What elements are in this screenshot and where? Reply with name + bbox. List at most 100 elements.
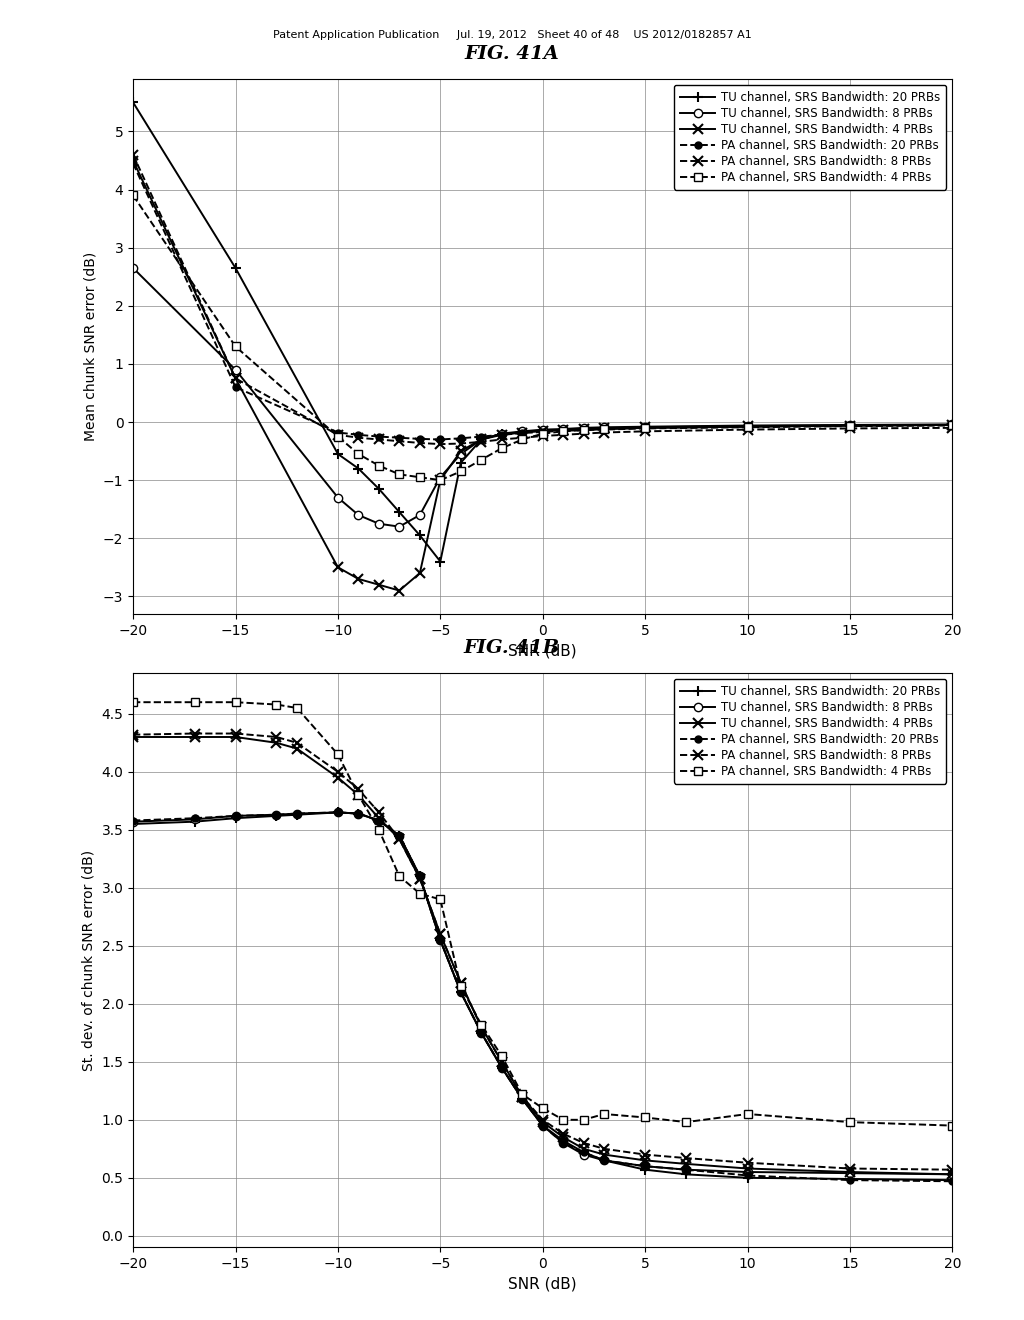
TU channel, SRS Bandwidth: 8 PRBs: (1, -0.12): 8 PRBs: (1, -0.12) — [557, 421, 569, 437]
TU channel, SRS Bandwidth: 20 PRBs: (-20, 5.5): 20 PRBs: (-20, 5.5) — [127, 95, 139, 111]
PA channel, SRS Bandwidth: 20 PRBs: (2, -0.14): 20 PRBs: (2, -0.14) — [578, 422, 590, 438]
TU channel, SRS Bandwidth: 20 PRBs: (-10, -0.55): 20 PRBs: (-10, -0.55) — [332, 446, 344, 462]
PA channel, SRS Bandwidth: 4 PRBs: (-6, -0.95): 4 PRBs: (-6, -0.95) — [414, 470, 426, 486]
TU channel, SRS Bandwidth: 4 PRBs: (-6, -2.6): 4 PRBs: (-6, -2.6) — [414, 565, 426, 581]
TU channel, SRS Bandwidth: 4 PRBs: (-8, -2.8): 4 PRBs: (-8, -2.8) — [373, 577, 385, 593]
TU channel, SRS Bandwidth: 20 PRBs: (-7, -1.55): 20 PRBs: (-7, -1.55) — [393, 504, 406, 520]
PA channel, SRS Bandwidth: 20 PRBs: (3, -0.13): 20 PRBs: (3, -0.13) — [598, 421, 610, 437]
TU channel, SRS Bandwidth: 20 PRBs: (-3, -0.3): 20 PRBs: (-3, -0.3) — [475, 432, 487, 447]
PA channel, SRS Bandwidth: 4 PRBs: (3, -0.12): 4 PRBs: (3, -0.12) — [598, 421, 610, 437]
Y-axis label: St. dev. of chunk SNR error (dB): St. dev. of chunk SNR error (dB) — [82, 850, 96, 1071]
TU channel, SRS Bandwidth: 4 PRBs: (2, -0.12): 4 PRBs: (2, -0.12) — [578, 421, 590, 437]
TU channel, SRS Bandwidth: 8 PRBs: (3, -0.09): 8 PRBs: (3, -0.09) — [598, 420, 610, 436]
TU channel, SRS Bandwidth: 20 PRBs: (-9, -0.8): 20 PRBs: (-9, -0.8) — [352, 461, 365, 477]
TU channel, SRS Bandwidth: 4 PRBs: (-15, 0.75): 4 PRBs: (-15, 0.75) — [229, 371, 242, 387]
PA channel, SRS Bandwidth: 8 PRBs: (-1, -0.27): 8 PRBs: (-1, -0.27) — [516, 430, 528, 446]
TU channel, SRS Bandwidth: 4 PRBs: (15, -0.06): 4 PRBs: (15, -0.06) — [844, 417, 856, 433]
PA channel, SRS Bandwidth: 8 PRBs: (-15, 0.75): 8 PRBs: (-15, 0.75) — [229, 371, 242, 387]
TU channel, SRS Bandwidth: 4 PRBs: (20, -0.05): 4 PRBs: (20, -0.05) — [946, 417, 958, 433]
TU channel, SRS Bandwidth: 4 PRBs: (1, -0.13): 4 PRBs: (1, -0.13) — [557, 421, 569, 437]
X-axis label: SNR (dB): SNR (dB) — [508, 1276, 578, 1292]
PA channel, SRS Bandwidth: 4 PRBs: (-8, -0.75): 4 PRBs: (-8, -0.75) — [373, 458, 385, 474]
TU channel, SRS Bandwidth: 20 PRBs: (1, -0.14): 20 PRBs: (1, -0.14) — [557, 422, 569, 438]
PA channel, SRS Bandwidth: 8 PRBs: (-10, -0.22): 8 PRBs: (-10, -0.22) — [332, 426, 344, 442]
PA channel, SRS Bandwidth: 4 PRBs: (5, -0.1): 4 PRBs: (5, -0.1) — [639, 420, 651, 436]
PA channel, SRS Bandwidth: 20 PRBs: (-6, -0.29): 20 PRBs: (-6, -0.29) — [414, 430, 426, 446]
PA channel, SRS Bandwidth: 4 PRBs: (1, -0.16): 4 PRBs: (1, -0.16) — [557, 424, 569, 440]
TU channel, SRS Bandwidth: 8 PRBs: (-4, -0.55): 8 PRBs: (-4, -0.55) — [455, 446, 467, 462]
TU channel, SRS Bandwidth: 8 PRBs: (-9, -1.6): 8 PRBs: (-9, -1.6) — [352, 507, 365, 523]
PA channel, SRS Bandwidth: 8 PRBs: (1, -0.22): 8 PRBs: (1, -0.22) — [557, 426, 569, 442]
PA channel, SRS Bandwidth: 4 PRBs: (-5, -1): 4 PRBs: (-5, -1) — [434, 473, 446, 488]
TU channel, SRS Bandwidth: 8 PRBs: (-20, 2.65): 8 PRBs: (-20, 2.65) — [127, 260, 139, 276]
Line: TU channel, SRS Bandwidth: 8 PRBs: TU channel, SRS Bandwidth: 8 PRBs — [129, 264, 956, 531]
TU channel, SRS Bandwidth: 8 PRBs: (-10, -1.3): 8 PRBs: (-10, -1.3) — [332, 490, 344, 506]
PA channel, SRS Bandwidth: 8 PRBs: (5, -0.16): 8 PRBs: (5, -0.16) — [639, 424, 651, 440]
Line: TU channel, SRS Bandwidth: 4 PRBs: TU channel, SRS Bandwidth: 4 PRBs — [128, 156, 957, 595]
PA channel, SRS Bandwidth: 4 PRBs: (-1, -0.3): 4 PRBs: (-1, -0.3) — [516, 432, 528, 447]
PA channel, SRS Bandwidth: 8 PRBs: (20, -0.1): 8 PRBs: (20, -0.1) — [946, 420, 958, 436]
Text: Patent Application Publication     Jul. 19, 2012   Sheet 40 of 48    US 2012/018: Patent Application Publication Jul. 19, … — [272, 30, 752, 41]
TU channel, SRS Bandwidth: 4 PRBs: (-20, 4.5): 4 PRBs: (-20, 4.5) — [127, 153, 139, 169]
PA channel, SRS Bandwidth: 20 PRBs: (10, -0.09): 20 PRBs: (10, -0.09) — [741, 420, 754, 436]
PA channel, SRS Bandwidth: 20 PRBs: (-8, -0.25): 20 PRBs: (-8, -0.25) — [373, 429, 385, 445]
TU channel, SRS Bandwidth: 8 PRBs: (2, -0.1): 8 PRBs: (2, -0.1) — [578, 420, 590, 436]
PA channel, SRS Bandwidth: 4 PRBs: (15, -0.06): 4 PRBs: (15, -0.06) — [844, 417, 856, 433]
TU channel, SRS Bandwidth: 8 PRBs: (20, -0.04): 8 PRBs: (20, -0.04) — [946, 416, 958, 432]
PA channel, SRS Bandwidth: 4 PRBs: (-20, 3.9): 4 PRBs: (-20, 3.9) — [127, 187, 139, 203]
Line: PA channel, SRS Bandwidth: 4 PRBs: PA channel, SRS Bandwidth: 4 PRBs — [129, 191, 956, 484]
Legend: TU channel, SRS Bandwidth: 20 PRBs, TU channel, SRS Bandwidth: 8 PRBs, TU channe: TU channel, SRS Bandwidth: 20 PRBs, TU c… — [674, 84, 946, 190]
PA channel, SRS Bandwidth: 20 PRBs: (-9, -0.22): 20 PRBs: (-9, -0.22) — [352, 426, 365, 442]
PA channel, SRS Bandwidth: 8 PRBs: (-3, -0.34): 8 PRBs: (-3, -0.34) — [475, 434, 487, 450]
PA channel, SRS Bandwidth: 4 PRBs: (-4, -0.85): 4 PRBs: (-4, -0.85) — [455, 463, 467, 479]
PA channel, SRS Bandwidth: 20 PRBs: (-4, -0.28): 20 PRBs: (-4, -0.28) — [455, 430, 467, 446]
PA channel, SRS Bandwidth: 4 PRBs: (-7, -0.9): 4 PRBs: (-7, -0.9) — [393, 466, 406, 482]
PA channel, SRS Bandwidth: 4 PRBs: (-3, -0.65): 4 PRBs: (-3, -0.65) — [475, 451, 487, 467]
TU channel, SRS Bandwidth: 20 PRBs: (-4, -0.7): 20 PRBs: (-4, -0.7) — [455, 455, 467, 471]
TU channel, SRS Bandwidth: 4 PRBs: (-5, -1): 4 PRBs: (-5, -1) — [434, 473, 446, 488]
TU channel, SRS Bandwidth: 20 PRBs: (-1, -0.18): 20 PRBs: (-1, -0.18) — [516, 425, 528, 441]
TU channel, SRS Bandwidth: 4 PRBs: (-10, -2.5): 4 PRBs: (-10, -2.5) — [332, 560, 344, 576]
PA channel, SRS Bandwidth: 20 PRBs: (-2, -0.22): 20 PRBs: (-2, -0.22) — [496, 426, 508, 442]
TU channel, SRS Bandwidth: 20 PRBs: (20, -0.05): 20 PRBs: (20, -0.05) — [946, 417, 958, 433]
TU channel, SRS Bandwidth: 8 PRBs: (-7, -1.8): 8 PRBs: (-7, -1.8) — [393, 519, 406, 535]
TU channel, SRS Bandwidth: 8 PRBs: (-5, -0.95): 8 PRBs: (-5, -0.95) — [434, 470, 446, 486]
TU channel, SRS Bandwidth: 8 PRBs: (-3, -0.3): 8 PRBs: (-3, -0.3) — [475, 432, 487, 447]
TU channel, SRS Bandwidth: 4 PRBs: (5, -0.09): 4 PRBs: (5, -0.09) — [639, 420, 651, 436]
PA channel, SRS Bandwidth: 4 PRBs: (-10, -0.25): 4 PRBs: (-10, -0.25) — [332, 429, 344, 445]
TU channel, SRS Bandwidth: 4 PRBs: (-4, -0.5): 4 PRBs: (-4, -0.5) — [455, 444, 467, 459]
TU channel, SRS Bandwidth: 20 PRBs: (5, -0.1): 20 PRBs: (5, -0.1) — [639, 420, 651, 436]
TU channel, SRS Bandwidth: 4 PRBs: (-7, -2.9): 4 PRBs: (-7, -2.9) — [393, 582, 406, 598]
TU channel, SRS Bandwidth: 20 PRBs: (-5, -2.4): 20 PRBs: (-5, -2.4) — [434, 553, 446, 569]
PA channel, SRS Bandwidth: 20 PRBs: (20, -0.06): 20 PRBs: (20, -0.06) — [946, 417, 958, 433]
TU channel, SRS Bandwidth: 20 PRBs: (-15, 2.65): 20 PRBs: (-15, 2.65) — [229, 260, 242, 276]
PA channel, SRS Bandwidth: 4 PRBs: (10, -0.08): 4 PRBs: (10, -0.08) — [741, 418, 754, 434]
TU channel, SRS Bandwidth: 20 PRBs: (10, -0.08): 20 PRBs: (10, -0.08) — [741, 418, 754, 434]
TU channel, SRS Bandwidth: 4 PRBs: (-9, -2.7): 4 PRBs: (-9, -2.7) — [352, 572, 365, 587]
PA channel, SRS Bandwidth: 8 PRBs: (0, -0.24): 8 PRBs: (0, -0.24) — [537, 428, 549, 444]
PA channel, SRS Bandwidth: 20 PRBs: (-10, -0.18): 20 PRBs: (-10, -0.18) — [332, 425, 344, 441]
PA channel, SRS Bandwidth: 20 PRBs: (-5, -0.3): 20 PRBs: (-5, -0.3) — [434, 432, 446, 447]
PA channel, SRS Bandwidth: 20 PRBs: (-20, 4.45): 20 PRBs: (-20, 4.45) — [127, 156, 139, 172]
TU channel, SRS Bandwidth: 20 PRBs: (0, -0.15): 20 PRBs: (0, -0.15) — [537, 422, 549, 438]
PA channel, SRS Bandwidth: 8 PRBs: (-4, -0.37): 8 PRBs: (-4, -0.37) — [455, 436, 467, 451]
PA channel, SRS Bandwidth: 8 PRBs: (-9, -0.27): 8 PRBs: (-9, -0.27) — [352, 430, 365, 446]
TU channel, SRS Bandwidth: 20 PRBs: (3, -0.12): 20 PRBs: (3, -0.12) — [598, 421, 610, 437]
TU channel, SRS Bandwidth: 8 PRBs: (-1, -0.16): 8 PRBs: (-1, -0.16) — [516, 424, 528, 440]
TU channel, SRS Bandwidth: 8 PRBs: (0, -0.13): 8 PRBs: (0, -0.13) — [537, 421, 549, 437]
PA channel, SRS Bandwidth: 20 PRBs: (15, -0.07): 20 PRBs: (15, -0.07) — [844, 418, 856, 434]
PA channel, SRS Bandwidth: 4 PRBs: (0, -0.2): 4 PRBs: (0, -0.2) — [537, 426, 549, 442]
Line: PA channel, SRS Bandwidth: 20 PRBs: PA channel, SRS Bandwidth: 20 PRBs — [130, 160, 955, 444]
TU channel, SRS Bandwidth: 8 PRBs: (15, -0.05): 8 PRBs: (15, -0.05) — [844, 417, 856, 433]
Legend: TU channel, SRS Bandwidth: 20 PRBs, TU channel, SRS Bandwidth: 8 PRBs, TU channe: TU channel, SRS Bandwidth: 20 PRBs, TU c… — [674, 678, 946, 784]
PA channel, SRS Bandwidth: 20 PRBs: (-7, -0.27): 20 PRBs: (-7, -0.27) — [393, 430, 406, 446]
PA channel, SRS Bandwidth: 8 PRBs: (3, -0.18): 8 PRBs: (3, -0.18) — [598, 425, 610, 441]
TU channel, SRS Bandwidth: 8 PRBs: (-15, 0.9): 8 PRBs: (-15, 0.9) — [229, 362, 242, 378]
PA channel, SRS Bandwidth: 4 PRBs: (-15, 1.3): 4 PRBs: (-15, 1.3) — [229, 338, 242, 354]
PA channel, SRS Bandwidth: 4 PRBs: (-9, -0.55): 4 PRBs: (-9, -0.55) — [352, 446, 365, 462]
Text: FIG. 41A: FIG. 41A — [465, 45, 559, 63]
TU channel, SRS Bandwidth: 4 PRBs: (3, -0.11): 4 PRBs: (3, -0.11) — [598, 421, 610, 437]
TU channel, SRS Bandwidth: 20 PRBs: (-8, -1.15): 20 PRBs: (-8, -1.15) — [373, 480, 385, 496]
PA channel, SRS Bandwidth: 4 PRBs: (2, -0.14): 4 PRBs: (2, -0.14) — [578, 422, 590, 438]
TU channel, SRS Bandwidth: 20 PRBs: (2, -0.13): 20 PRBs: (2, -0.13) — [578, 421, 590, 437]
